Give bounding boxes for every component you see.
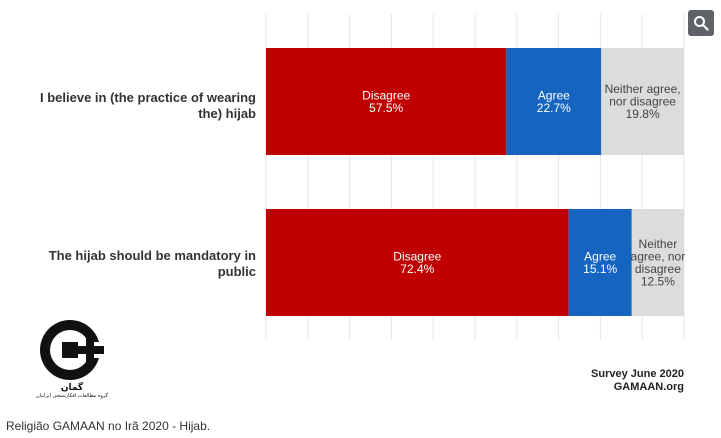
data-label: Disagree 72.4% bbox=[393, 249, 441, 276]
data-label: Agree 15.1% bbox=[583, 249, 617, 276]
bar-segment bbox=[568, 209, 632, 316]
zoom-button[interactable] bbox=[688, 10, 714, 36]
stacked-bar-chart: Disagree 57.5% Agree 22.7% Neither agree, nor… bbox=[265, 14, 686, 340]
chart-frame: Disagree 57.5% Agree 22.7% Neither agree, nor… bbox=[28, 14, 686, 399]
gamaan-logo bbox=[36, 318, 108, 394]
data-label: Neither agree, nor disagree 12.5% bbox=[631, 237, 686, 289]
source-survey-date: Survey June 2020 bbox=[591, 368, 684, 380]
logo-wordmark: گمان bbox=[60, 383, 84, 393]
data-label: Disagree 57.5% bbox=[362, 88, 410, 115]
source-note: Survey June 2020 GAMAAN.org bbox=[540, 368, 684, 394]
magnifier-icon bbox=[694, 16, 709, 31]
logo-subtitle: گمان گروه مطالعات افکارسنجی ایرانیان bbox=[28, 383, 116, 399]
data-label: Agree 22.7% bbox=[537, 88, 571, 115]
bar-segment bbox=[506, 48, 602, 155]
bar-segment bbox=[631, 209, 684, 316]
bar-segment bbox=[601, 48, 684, 155]
category-label-believe: I believe in (the practice of wearing th… bbox=[39, 90, 256, 121]
bar-segment bbox=[266, 48, 507, 155]
gamaan-logo-mark bbox=[40, 320, 105, 380]
source-website: GAMAAN.org bbox=[613, 381, 684, 393]
data-label: Neither agree, nor disagree 19.8% bbox=[605, 82, 681, 121]
bar-segment bbox=[266, 209, 569, 316]
image-caption: Religião GAMAAN no Irã 2020 - Hijab. bbox=[6, 419, 211, 433]
logo-tagline: گروه مطالعات افکارسنجی ایرانیان bbox=[35, 393, 108, 399]
category-label-mandatory: The hijab should be mandatory in public bbox=[48, 248, 256, 279]
